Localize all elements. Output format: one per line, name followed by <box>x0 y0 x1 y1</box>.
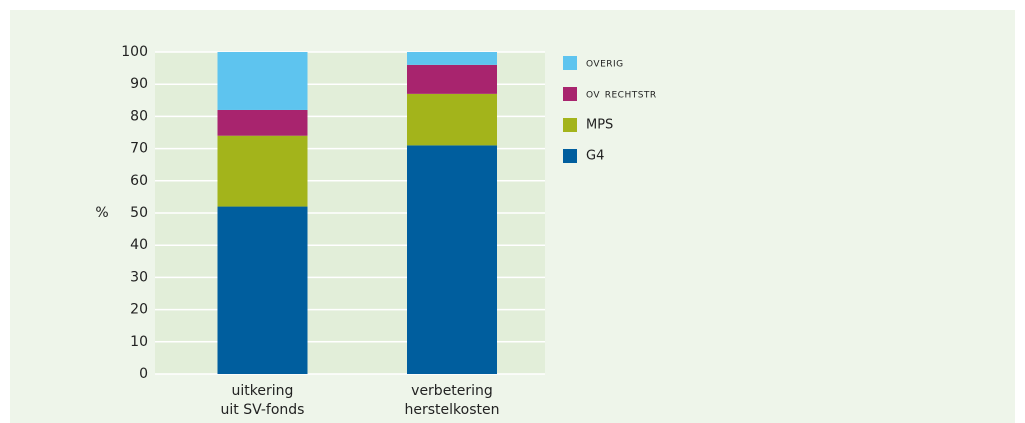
y-tick-label: 50 <box>130 205 148 221</box>
bar-segment <box>217 135 308 207</box>
x-tick-label: verbetering herstelkosten <box>405 383 500 418</box>
legend-swatch <box>563 87 577 101</box>
legend-swatch <box>563 149 577 163</box>
x-tick-label: uitkering uit SV-fonds <box>221 383 305 418</box>
y-tick-label: 40 <box>130 237 148 253</box>
y-axis-label: % <box>95 205 108 221</box>
legend-label: G4 <box>586 149 604 164</box>
bar-segment <box>407 52 497 65</box>
y-tick-label: 70 <box>130 141 148 157</box>
legend-label: overig <box>586 56 624 71</box>
bar-segment <box>407 93 497 146</box>
y-tick-label: 80 <box>130 108 148 124</box>
bar-segment <box>217 52 308 110</box>
y-tick-label: 90 <box>130 76 148 92</box>
legend-swatch <box>563 56 577 70</box>
y-tick-label: 0 <box>139 366 148 382</box>
bar-segment <box>217 109 308 136</box>
y-tick-label: 30 <box>130 269 148 285</box>
y-tick-label: 100 <box>121 44 148 60</box>
bar-segment <box>407 145 497 374</box>
legend-label: MPS <box>586 118 613 133</box>
bar-segment <box>217 206 308 374</box>
legend-label: ov rechtstr <box>586 87 657 102</box>
y-tick-label: 10 <box>130 334 148 350</box>
bar-segment <box>407 64 497 94</box>
y-tick-label: 60 <box>130 173 148 189</box>
y-tick-label: 20 <box>130 302 148 318</box>
legend-swatch <box>563 118 577 132</box>
